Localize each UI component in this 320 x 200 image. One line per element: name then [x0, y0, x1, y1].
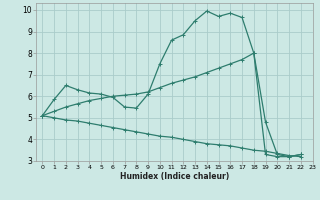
X-axis label: Humidex (Indice chaleur): Humidex (Indice chaleur) [120, 172, 229, 181]
